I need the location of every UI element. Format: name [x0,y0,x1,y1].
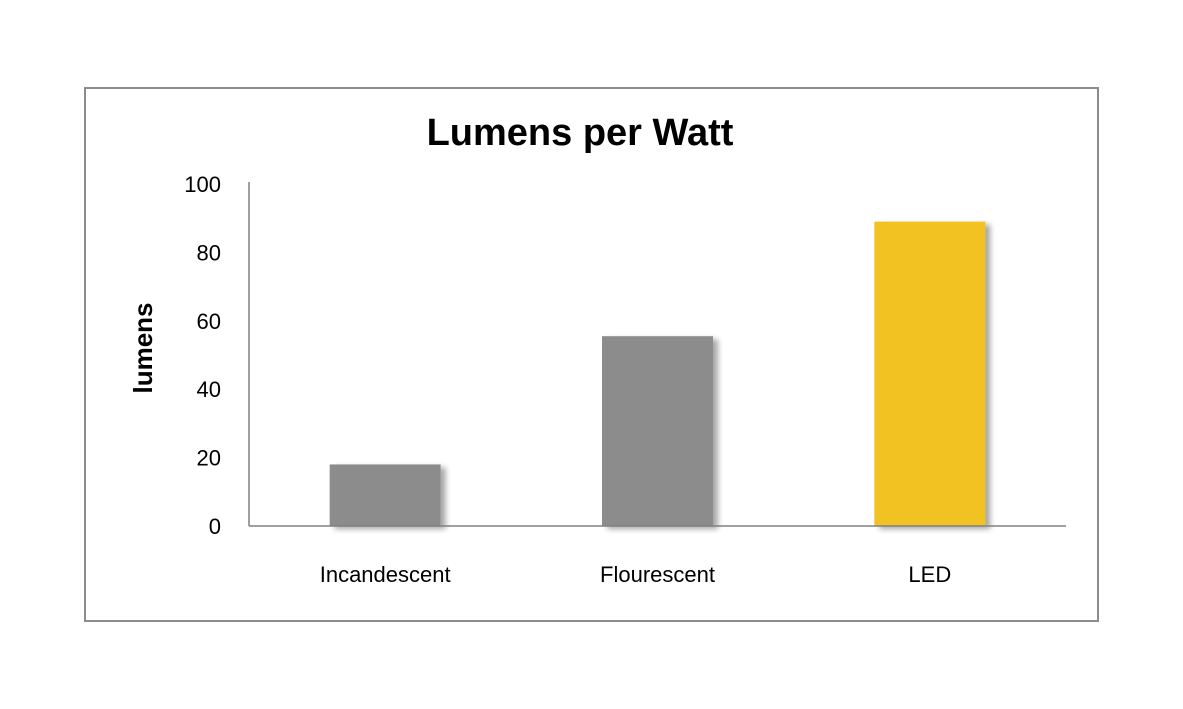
bars [329,221,986,526]
y-tick-label: 80 [197,240,221,265]
y-tick-label: 0 [209,514,221,539]
x-category-label: Flourescent [600,562,715,587]
x-category-label: Incandescent [320,562,451,587]
bar-incandescent [329,464,441,526]
y-tick-label: 20 [197,446,221,471]
y-tick-label: 100 [184,172,221,197]
bar-led [874,221,986,526]
x-axis-categories: Incandescent Flourescent LED [320,562,952,587]
x-category-label: LED [908,562,951,587]
y-tick-label: 60 [197,309,221,334]
y-axis-ticks: 0 20 40 60 80 100 [184,172,221,539]
bar-flourescent [602,336,713,526]
y-tick-label: 40 [197,377,221,402]
chart-title: Lumens per Watt [427,112,734,154]
y-axis-label: lumens [128,302,158,393]
